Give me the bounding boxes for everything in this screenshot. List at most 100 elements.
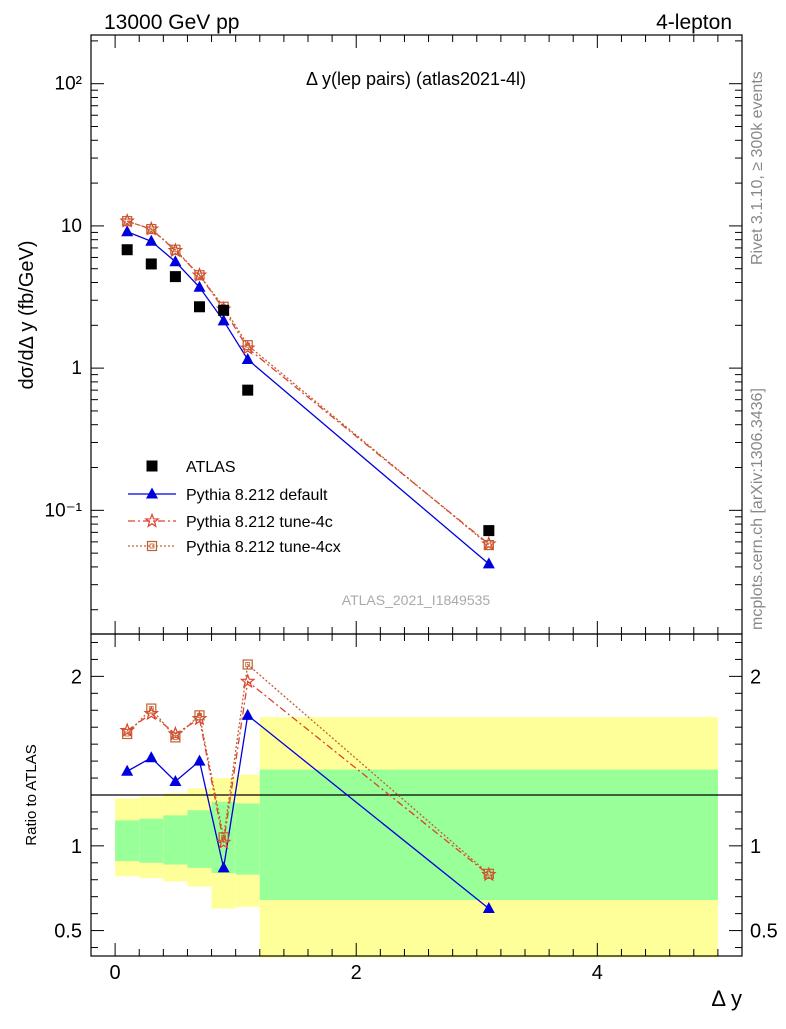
ratio-point-tune4c bbox=[239, 673, 256, 689]
ratio-line-tune4c bbox=[126, 680, 490, 876]
analysis-watermark: ATLAS_2021_I1849535 bbox=[342, 592, 491, 608]
ratio-point-tune4cx bbox=[122, 728, 133, 740]
ratio-panel: 0.5 0.5 1 1 2 2 0 2 4 Ratio to ATLAS Δ y bbox=[23, 633, 778, 1011]
ratio-line-tune4cx bbox=[126, 663, 490, 875]
main-ytick-label: 10⁻¹ bbox=[45, 500, 83, 521]
main-point-tune4cx-inner bbox=[148, 226, 154, 232]
x-axis-label: Δ y bbox=[711, 986, 742, 1011]
legend-label-atlas: ATLAS bbox=[186, 459, 236, 476]
ratio-ticks: 0.5 0.5 1 1 2 2 0 2 4 bbox=[54, 634, 778, 984]
header-process: 4-lepton bbox=[656, 11, 732, 34]
main-point-tune4cx-inner bbox=[197, 272, 202, 278]
legend-marker-point-tune4cx-inner bbox=[149, 543, 155, 549]
ratio-point-default bbox=[241, 708, 254, 720]
main-point-data bbox=[169, 271, 181, 283]
legend-marker-data bbox=[146, 460, 158, 472]
ratio-point-default bbox=[217, 861, 230, 873]
main-point-default bbox=[217, 314, 230, 326]
legend-label-tune4c: Pythia 8.212 tune-4c bbox=[186, 514, 333, 531]
ratio-point-tune4cx bbox=[218, 832, 229, 843]
header-collision: 13000 GeV pp bbox=[104, 11, 239, 34]
ratio-point-tune4cx-inner bbox=[221, 834, 227, 840]
main-ytick-label: 10² bbox=[55, 74, 82, 95]
ratio-point-tune4cx bbox=[146, 703, 157, 714]
main-ytick-label: 10 bbox=[61, 216, 82, 237]
main-ytick-label: 1 bbox=[71, 358, 82, 379]
main-point-data bbox=[483, 525, 495, 537]
main-point-tune4cx-inner bbox=[486, 542, 492, 548]
ratio-ytick-label-left: 1 bbox=[71, 836, 82, 858]
ratio-point-tune4cx-inner bbox=[245, 662, 251, 667]
main-ylabel: dσ/dΔ y (fb/GeV) bbox=[16, 240, 38, 389]
ratio-band-inner bbox=[187, 810, 212, 868]
legend-marker-point-default bbox=[146, 487, 158, 499]
ratio-point-tune4cx bbox=[194, 710, 205, 721]
main-series bbox=[119, 213, 497, 569]
ratio-uncertainty-bands bbox=[115, 717, 718, 958]
ratio-point-tune4cx-inner bbox=[124, 731, 130, 737]
ratio-series bbox=[119, 659, 497, 914]
legend-label-tune4cx: Pythia 8.212 tune-4cx bbox=[186, 539, 341, 556]
main-point-default bbox=[193, 280, 206, 292]
ratio-band-inner bbox=[235, 803, 260, 875]
ratio-xtick-label: 0 bbox=[110, 962, 121, 984]
main-point-tune4cx bbox=[194, 270, 205, 281]
legend-marker-default bbox=[128, 487, 176, 499]
ratio-point-tune4cx-inner bbox=[172, 734, 178, 740]
rivet-version-label: Rivet 3.1.10, ≥ 300k events bbox=[749, 71, 766, 265]
ratio-band-inner bbox=[259, 769, 718, 901]
main-point-default bbox=[121, 225, 134, 237]
ratio-ytick-label-right: 0.5 bbox=[750, 921, 778, 943]
main-point-default bbox=[145, 234, 158, 246]
main-point-tune4cx bbox=[170, 244, 181, 255]
legend-label-default: Pythia 8.212 default bbox=[186, 487, 328, 504]
legend: ATLAS Pythia 8.212 default Pythia 8.212 … bbox=[128, 459, 341, 556]
main-point-tune4cx bbox=[122, 216, 133, 227]
main-point-data bbox=[218, 304, 230, 316]
legend-marker-atlas bbox=[146, 460, 158, 472]
ratio-xtick-label: 2 bbox=[351, 962, 362, 984]
main-panel: 10⁻¹ 1 10 10² Δ y(lep pairs) (atlas2021-4l)… bbox=[16, 34, 743, 635]
main-point-default bbox=[169, 255, 182, 267]
mcplots-label: mcplots.cern.ch [arXiv:1306.3436] bbox=[749, 388, 766, 630]
legend-marker-tune4cx bbox=[128, 540, 176, 552]
main-line-tune4cx bbox=[126, 220, 490, 546]
ratio-point-default bbox=[121, 764, 134, 776]
ratio-band-inner bbox=[115, 820, 140, 862]
ratio-point-default bbox=[169, 774, 182, 786]
main-point-default bbox=[241, 352, 254, 364]
ratio-xtick-label: 4 bbox=[592, 962, 603, 984]
ratio-point-default bbox=[193, 754, 206, 766]
legend-marker-tune4c bbox=[128, 512, 176, 528]
ratio-point-tune4cx-inner bbox=[197, 712, 202, 718]
main-ticks: 10⁻¹ 1 10 10² bbox=[45, 35, 742, 634]
main-point-data bbox=[194, 301, 205, 313]
main-point-tune4cx bbox=[242, 340, 253, 351]
main-point-tune4cx-inner bbox=[172, 247, 178, 253]
ratio-band-inner bbox=[139, 818, 164, 863]
ratio-point-tune4cx-inner bbox=[486, 871, 492, 877]
main-point-tune4cx bbox=[483, 539, 494, 551]
main-point-default bbox=[482, 557, 495, 569]
ratio-point-tune4cx bbox=[170, 732, 181, 743]
ratio-point-default bbox=[145, 751, 158, 763]
ratio-ylabel: Ratio to ATLAS bbox=[23, 744, 40, 845]
ratio-point-tune4cx bbox=[483, 868, 494, 879]
main-title: Δ y(lep pairs) (atlas2021-4l) bbox=[306, 69, 526, 89]
ratio-ytick-label-left: 0.5 bbox=[54, 921, 82, 943]
legend-marker-point-tune4cx bbox=[146, 540, 158, 552]
main-point-data bbox=[121, 244, 133, 256]
ratio-ytick-label-left: 2 bbox=[71, 666, 82, 688]
main-point-tune4cx-inner bbox=[245, 342, 251, 348]
ratio-band-inner bbox=[163, 815, 188, 865]
main-point-data bbox=[145, 258, 157, 270]
legend-marker-point-tune4c bbox=[144, 512, 160, 528]
ratio-point-default bbox=[482, 902, 495, 914]
ratio-point-tune4cx-inner bbox=[148, 706, 154, 711]
ratio-ytick-label-right: 1 bbox=[750, 836, 761, 858]
main-point-tune4cx bbox=[146, 223, 157, 235]
main-point-tune4cx-inner bbox=[124, 218, 130, 224]
ratio-ytick-label-right: 2 bbox=[750, 666, 761, 688]
